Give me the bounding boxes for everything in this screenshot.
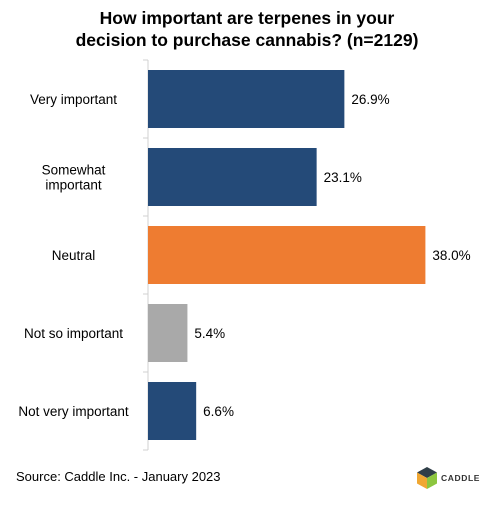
category-label-line: Not very important — [18, 404, 129, 419]
category-label-line: important — [45, 178, 102, 193]
category-label-line: Somewhat — [42, 163, 106, 178]
data-label: 23.1% — [324, 170, 362, 185]
category-label: Somewhat important — [42, 163, 106, 193]
data-label: 5.4% — [194, 326, 225, 341]
category-label-line: Very important — [30, 92, 117, 107]
category-label-line: Not so important — [24, 326, 123, 341]
data-label: 6.6% — [203, 404, 234, 419]
category-label: Very important — [30, 92, 117, 107]
data-label: 38.0% — [432, 248, 470, 263]
chart-title-line-2: decision to purchase cannabis? (n=2129) — [75, 30, 419, 50]
bar-not-so-important — [148, 304, 188, 362]
bar-not-very-important — [148, 382, 197, 440]
bar-somewhat-important — [148, 148, 317, 206]
caddle-logo: CADDLE — [416, 464, 480, 492]
category-label: Not very important — [18, 404, 129, 419]
bar-very-important — [148, 70, 345, 128]
caddle-logo-text: CADDLE — [441, 473, 481, 483]
data-label: 26.9% — [351, 92, 389, 107]
chart-title: How important are terpenes in your decis… — [40, 7, 454, 51]
source-note: Source: Caddle Inc. - January 2023 — [16, 469, 221, 484]
caddle-cube-icon — [417, 467, 437, 489]
category-label-line: Neutral — [52, 248, 96, 263]
category-label: Not so important — [24, 326, 123, 341]
category-label: Neutral — [52, 248, 96, 263]
bar-neutral — [148, 226, 426, 284]
chart-title-line-1: How important are terpenes in your — [99, 8, 395, 28]
